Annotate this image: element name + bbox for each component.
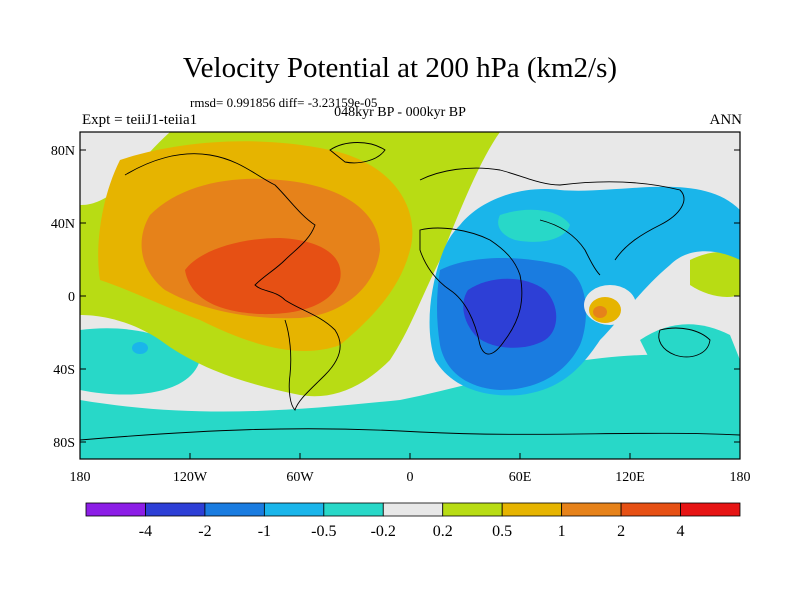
colorbar-swatch [85, 502, 146, 517]
y-tick-label: 40S [53, 363, 75, 378]
colorbar [85, 502, 741, 517]
colorbar-swatch [501, 502, 563, 517]
colorbar-label: 0.5 [492, 523, 512, 540]
x-tick-label: 180 [70, 470, 91, 485]
colorbar-swatch [204, 502, 265, 517]
colorbar-label: 2 [617, 523, 625, 540]
contour-field [80, 132, 740, 459]
x-tick-label: 180 [730, 470, 751, 485]
y-tick-label: 80N [51, 144, 75, 159]
colorbar-swatch [145, 502, 206, 517]
x-tick-label: 120W [173, 470, 208, 485]
y-tick-label: 0 [68, 290, 75, 305]
colorbar-swatch [620, 502, 681, 517]
colorbar-label: 4 [677, 523, 685, 540]
colorbar-label: -0.5 [311, 523, 336, 540]
colorbar-label: 0.2 [433, 523, 453, 540]
colorbar-swatch [442, 502, 503, 517]
y-axis [80, 149, 740, 443]
y-tick-label: 80S [53, 436, 75, 451]
colorbar-swatch [382, 502, 444, 517]
map-title: Velocity Potential at 200 hPa (km2/s) [182, 52, 618, 84]
x-tick-label: 0 [407, 470, 414, 485]
x-axis [79, 453, 741, 459]
colorbar-swatch [680, 502, 741, 517]
y-tick-label: 40N [51, 217, 75, 232]
coastlines [80, 142, 740, 441]
colorbar-labels: -4 -2 -1 -0.5 -0.2 0.2 0.5 1 2 4 [139, 523, 685, 540]
colorbar-label: -4 [139, 523, 152, 540]
colorbar-label: -1 [258, 523, 271, 540]
colorbar-swatch [323, 502, 384, 517]
season-label: ANN [709, 112, 743, 128]
colorbar-label: 1 [558, 523, 566, 540]
colorbar-label: -2 [198, 523, 211, 540]
stats-line: rmsd= 0.991856 diff= -3.23159e-05 [190, 95, 378, 110]
map-subtitle: 048kyr BP - 000kyr BP [334, 105, 466, 120]
x-tick-label: 120E [615, 470, 645, 485]
experiment-label: Expt = teiiJ1-teiia1 [82, 112, 198, 128]
x-tick-label: 60E [509, 470, 532, 485]
colorbar-swatch [263, 502, 325, 517]
colorbar-label: -0.2 [371, 523, 396, 540]
colorbar-swatch [561, 502, 622, 517]
x-tick-label: 60W [286, 470, 314, 485]
